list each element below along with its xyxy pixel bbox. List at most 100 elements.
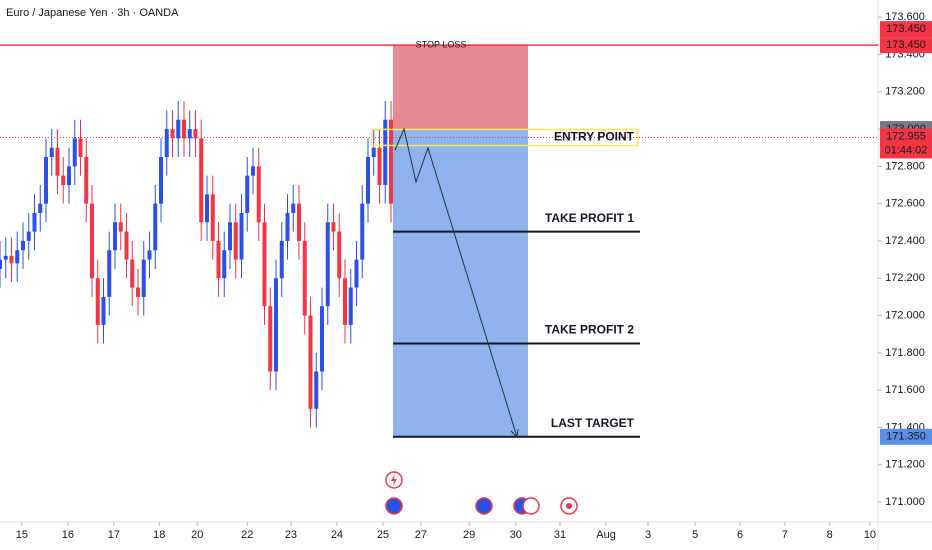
candle-body bbox=[262, 222, 267, 307]
candle-body bbox=[66, 166, 71, 186]
price-tag-label: 173.450 bbox=[886, 39, 926, 51]
candle-body bbox=[135, 287, 140, 297]
candle-body bbox=[107, 250, 112, 297]
candle-body bbox=[296, 203, 301, 241]
y-tick-label: 173.600 bbox=[885, 11, 925, 23]
candle-body bbox=[245, 175, 250, 213]
candle-body bbox=[204, 194, 209, 223]
candle-body bbox=[32, 212, 37, 232]
candle-body bbox=[43, 157, 48, 204]
current-price-label: 172.955 bbox=[886, 130, 926, 142]
candle-body bbox=[181, 119, 186, 139]
x-tick-label: Aug bbox=[596, 529, 616, 541]
candle-body bbox=[377, 147, 382, 186]
candle-body bbox=[210, 194, 215, 241]
event-icon[interactable] bbox=[475, 497, 493, 515]
event-icon[interactable] bbox=[522, 497, 540, 515]
price-tag-label: 173.450 bbox=[886, 23, 926, 35]
candle-body bbox=[9, 255, 14, 264]
candle-body bbox=[250, 166, 255, 176]
candle-body bbox=[61, 175, 66, 186]
candle-body bbox=[49, 147, 54, 158]
event-icon-glyph bbox=[566, 503, 572, 509]
candle-body bbox=[239, 212, 244, 260]
y-tick-label: 172.800 bbox=[885, 160, 925, 172]
event-icon[interactable] bbox=[385, 497, 403, 515]
candle-body bbox=[342, 278, 347, 325]
stop-loss-label: STOP LOSS bbox=[416, 40, 467, 50]
annotation-label: LAST TARGET bbox=[551, 416, 635, 430]
candle-body bbox=[72, 138, 77, 167]
y-tick-label: 171.600 bbox=[885, 384, 925, 396]
event-icon-glyph bbox=[391, 474, 397, 486]
axis-layer: 171.000171.200171.400171.600171.800172.0… bbox=[16, 11, 932, 541]
x-tick-label: 30 bbox=[510, 529, 522, 541]
candle-body bbox=[15, 250, 20, 264]
candle-body bbox=[118, 222, 123, 232]
countdown-label: 01:44:02 bbox=[885, 144, 928, 156]
candle-body bbox=[153, 203, 158, 251]
projection-path bbox=[394, 127, 518, 438]
candle-body bbox=[124, 231, 129, 260]
candle-body bbox=[308, 315, 313, 409]
candle-body bbox=[331, 222, 336, 232]
x-tick-label: 22 bbox=[241, 529, 253, 541]
candle-body bbox=[130, 259, 135, 288]
candle-body bbox=[3, 255, 8, 260]
event-icons bbox=[385, 471, 578, 515]
y-tick-label: 171.200 bbox=[885, 459, 925, 471]
candle-body bbox=[273, 278, 278, 372]
price-tag bbox=[880, 21, 932, 38]
candle-body bbox=[55, 147, 60, 176]
x-tick-label: 23 bbox=[285, 529, 297, 541]
candle-body bbox=[158, 157, 163, 204]
candle-body bbox=[268, 306, 273, 372]
candle-body bbox=[371, 147, 376, 158]
x-tick-label: 27 bbox=[415, 529, 427, 541]
candle-body bbox=[95, 278, 100, 325]
x-tick-label: 16 bbox=[62, 529, 74, 541]
x-tick-label: 24 bbox=[331, 529, 343, 541]
candle-body bbox=[325, 222, 330, 307]
candle-body bbox=[101, 296, 106, 325]
x-tick-label: 15 bbox=[16, 529, 28, 541]
candle-body bbox=[227, 222, 232, 251]
candle-body bbox=[141, 259, 146, 297]
candle-body bbox=[20, 240, 25, 251]
candle-body bbox=[147, 250, 152, 260]
candle-body bbox=[199, 138, 204, 223]
candle-body bbox=[170, 129, 175, 139]
price-tag bbox=[880, 428, 932, 445]
candle-body bbox=[348, 287, 353, 325]
candle-body bbox=[26, 231, 31, 241]
candle-body bbox=[337, 231, 342, 279]
y-tick-label: 171.800 bbox=[885, 347, 925, 359]
x-tick-label: 29 bbox=[463, 529, 475, 541]
x-tick-label: 17 bbox=[108, 529, 120, 541]
projection-arrowhead bbox=[510, 428, 519, 439]
x-tick-label: 18 bbox=[153, 529, 165, 541]
x-tick-label: 10 bbox=[864, 529, 876, 541]
stop-zone bbox=[393, 45, 528, 130]
x-tick-label: 31 bbox=[554, 529, 566, 541]
candle-body bbox=[360, 203, 365, 260]
candle-body bbox=[388, 119, 393, 204]
y-tick-label: 172.600 bbox=[885, 198, 925, 210]
annotation-label: TAKE PROFIT 1 bbox=[545, 211, 634, 225]
x-tick-label: 25 bbox=[377, 529, 389, 541]
candle-body bbox=[285, 212, 290, 241]
candle-body bbox=[112, 222, 117, 251]
candle-body bbox=[354, 259, 359, 288]
x-tick-label: 20 bbox=[191, 529, 203, 541]
candle-body bbox=[78, 138, 83, 158]
candle-body bbox=[365, 157, 370, 204]
current-price-tag bbox=[880, 128, 932, 159]
annotation-layer: STOP LOSS ENTRY POINT TAKE PROFIT 1 TAKE PR… bbox=[0, 40, 878, 438]
candle-body bbox=[314, 371, 319, 409]
candle-body bbox=[89, 203, 94, 279]
annotation-label: TAKE PROFIT 2 bbox=[545, 323, 634, 337]
entry-box bbox=[371, 128, 639, 147]
x-tick-label: 5 bbox=[692, 529, 698, 541]
candle-body bbox=[84, 157, 89, 204]
